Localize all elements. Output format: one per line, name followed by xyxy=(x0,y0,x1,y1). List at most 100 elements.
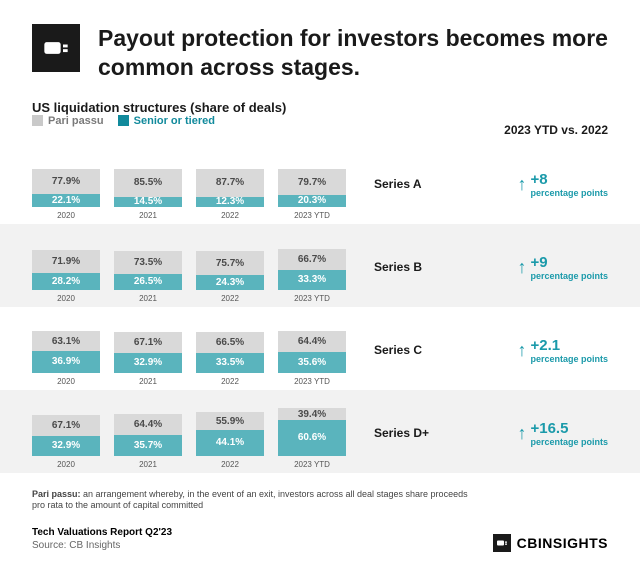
bar: 87.7%12.3%2022 xyxy=(196,149,264,220)
delta-unit: percentage points xyxy=(530,437,608,447)
bar-segment-pari: 87.7% xyxy=(196,169,264,197)
legend-item-senior: Senior or tiered xyxy=(118,115,215,127)
footnote: Pari passu: an arrangement whereby, in t… xyxy=(32,489,472,512)
bar-segment-senior: 26.5% xyxy=(114,274,182,289)
bar-segment-pari: 85.5% xyxy=(114,169,182,196)
delta-unit: percentage points xyxy=(530,354,608,364)
bar-year-label: 2023 YTD xyxy=(294,460,330,469)
bar-group: 71.9%28.2%202073.5%26.5%2021 75.7%24.3% 20… xyxy=(32,232,362,303)
bar-segment-senior: 36.9% xyxy=(32,351,100,372)
arrow-up-icon: ↑ xyxy=(517,341,526,359)
bar-segment-senior: 22.1% xyxy=(32,194,100,207)
delta: ↑+16.5percentage points xyxy=(517,420,608,447)
bar-year-label: 2021 xyxy=(139,460,157,469)
series-row: 71.9%28.2%202073.5%26.5%2021 75.7%24.3% 20… xyxy=(0,224,640,307)
legend-label-senior: Senior or tiered xyxy=(134,115,215,127)
bar: 75.7%24.3% 2022 xyxy=(196,232,264,303)
bar: 64.4%35.7% 2021 xyxy=(114,398,182,469)
footer-report: Tech Valuations Report Q2'23 xyxy=(32,526,172,539)
cbinsights-wordmark: CBINSIGHTS xyxy=(517,535,608,551)
bar-year-label: 2021 xyxy=(139,211,157,220)
bar-group: 67.1%32.9% 2020 64.4%35.7% 2021 55.9%44.1% 20… xyxy=(32,398,362,469)
bar-segment-senior: 12.3% xyxy=(196,197,264,207)
bar-segment-pari: 39.4% xyxy=(278,408,346,421)
bar: 63.1%36.9% 2020 xyxy=(32,315,100,386)
bar-segment-pari: 71.9% xyxy=(32,250,100,273)
delta-unit: percentage points xyxy=(530,271,608,281)
bar-segment-pari: 66.5% xyxy=(196,332,264,353)
bar: 79.7%20.3% 2023 YTD xyxy=(278,149,346,220)
footer: Tech Valuations Report Q2'23 Source: CB … xyxy=(32,526,608,552)
series-label: Series B xyxy=(374,260,454,274)
cbinsights-icon xyxy=(493,534,511,552)
delta-unit: percentage points xyxy=(530,188,608,198)
bar-year-label: 2022 xyxy=(221,377,239,386)
arrow-up-icon: ↑ xyxy=(517,424,526,442)
bar-segment-senior: 35.7% xyxy=(114,435,182,456)
legend-swatch-pari xyxy=(32,115,43,126)
bar-group: 77.9%22.1%202085.5%14.5%202187.7%12.3%20… xyxy=(32,149,362,220)
bar: 77.9%22.1% 2020 xyxy=(32,149,100,220)
page-title: Payout protection for investors becomes … xyxy=(98,24,608,82)
bar-year-label: 2023 YTD xyxy=(294,377,330,386)
bar-year-label: 2021 xyxy=(139,377,157,386)
bar-year-label: 2023 YTD xyxy=(294,294,330,303)
bar-year-label: 2023 YTD xyxy=(294,211,330,220)
delta-value: +8 xyxy=(530,171,608,188)
bar-segment-pari: 64.4% xyxy=(114,414,182,435)
bar-segment-pari: 66.7% xyxy=(278,249,346,270)
bar-year-label: 2020 xyxy=(57,294,75,303)
bar-year-label: 2020 xyxy=(57,460,75,469)
bar: 66.5%33.5%2022 xyxy=(196,315,264,386)
logo-square-icon xyxy=(32,24,80,72)
bar: 71.9%28.2%2020 xyxy=(32,232,100,303)
footnote-text: an arrangement whereby, in the event of … xyxy=(32,489,468,511)
bar-segment-pari: 79.7% xyxy=(278,169,346,194)
legend: Pari passu Senior or tiered xyxy=(32,115,286,127)
bar-segment-pari: 67.1% xyxy=(32,415,100,436)
bar-segment-senior: 35.6% xyxy=(278,352,346,373)
bar-segment-senior: 33.3% xyxy=(278,270,346,289)
delta-value: +9 xyxy=(530,254,608,271)
bar-segment-pari: 75.7% xyxy=(196,251,264,275)
bar-segment-senior: 24.3% xyxy=(196,275,264,289)
bar: 85.5%14.5% 2021 xyxy=(114,149,182,220)
bar-segment-senior: 32.9% xyxy=(114,353,182,372)
footer-source: Source: CB Insights xyxy=(32,539,172,552)
delta-value: +16.5 xyxy=(530,420,608,437)
bar-segment-pari: 77.9% xyxy=(32,169,100,194)
bar: 73.5%26.5%2021 xyxy=(114,232,182,303)
bar-segment-senior: 14.5% xyxy=(114,197,182,207)
bar-year-label: 2020 xyxy=(57,377,75,386)
bar: 39.4%60.6%2023 YTD xyxy=(278,398,346,469)
bar-segment-pari: 73.5% xyxy=(114,251,182,274)
bar-segment-pari: 63.1% xyxy=(32,331,100,351)
footnote-term: Pari passu: xyxy=(32,489,81,499)
cbinsights-logo: CBINSIGHTS xyxy=(493,534,608,552)
bar: 67.1%32.9% 2020 xyxy=(32,398,100,469)
series-row: 67.1%32.9% 2020 64.4%35.7% 2021 55.9%44.1% 20… xyxy=(0,390,640,473)
series-row: 77.9%22.1%202085.5%14.5%202187.7%12.3%20… xyxy=(32,141,608,224)
bar-segment-pari: 55.9% xyxy=(196,412,264,430)
bar-segment-senior: 44.1% xyxy=(196,430,264,456)
bar: 66.7%33.3% 2023 YTD xyxy=(278,232,346,303)
infographic: Payout protection for investors becomes … xyxy=(0,0,640,572)
footer-left: Tech Valuations Report Q2'23 Source: CB … xyxy=(32,526,172,552)
header: Payout protection for investors becomes … xyxy=(32,24,608,82)
bar-segment-senior: 32.9% xyxy=(32,436,100,455)
bar-segment-senior: 20.3% xyxy=(278,195,346,207)
bar-segment-pari: 67.1% xyxy=(114,332,182,353)
subtitle-row: US liquidation structures (share of deal… xyxy=(32,100,608,137)
bar-year-label: 2020 xyxy=(57,211,75,220)
bar-year-label: 2022 xyxy=(221,294,239,303)
subtitle: US liquidation structures (share of deal… xyxy=(32,100,286,115)
bar-year-label: 2022 xyxy=(221,460,239,469)
bar-group: 63.1%36.9% 2020 67.1%32.9% 2021 66.5%33.5%20… xyxy=(32,315,362,386)
series-label: Series C xyxy=(374,343,454,357)
delta: ↑+2.1percentage points xyxy=(517,337,608,364)
bar-segment-pari: 64.4% xyxy=(278,331,346,352)
bar: 55.9%44.1% 2022 xyxy=(196,398,264,469)
legend-item-pari: Pari passu xyxy=(32,115,104,127)
series-label: Series D+ xyxy=(374,426,454,440)
delta-value: +2.1 xyxy=(530,337,608,354)
